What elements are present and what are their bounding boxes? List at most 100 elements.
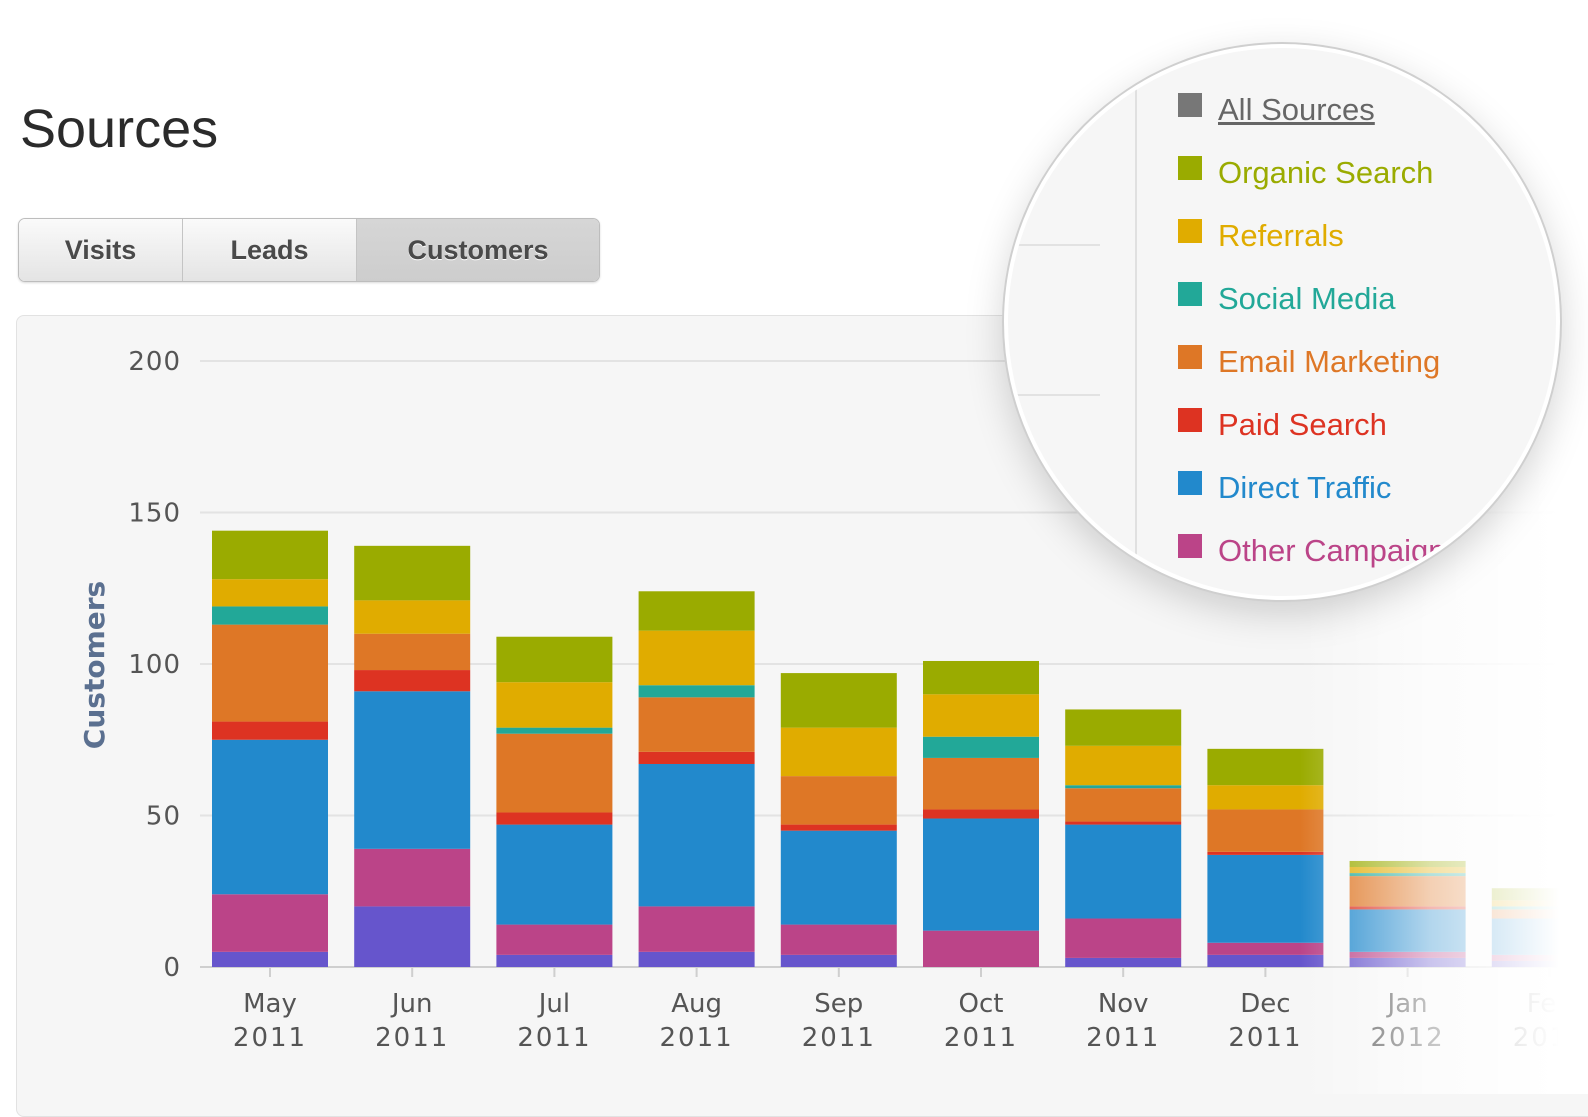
bar-segment[interactable]: [354, 848, 471, 907]
bar-segment[interactable]: [496, 954, 613, 967]
bar-segment[interactable]: [212, 579, 328, 607]
bar-segment[interactable]: [1491, 954, 1588, 961]
bar-segment[interactable]: [1207, 748, 1324, 786]
bar-segment[interactable]: [780, 824, 897, 831]
bar-segment[interactable]: [1065, 745, 1182, 786]
legend-item[interactable]: Referrals: [1178, 204, 1445, 267]
bar-segment[interactable]: [354, 545, 471, 601]
legend-swatch: [1178, 281, 1202, 306]
legend-item[interactable]: Direct Traffic: [1178, 456, 1445, 519]
bar-segment[interactable]: [780, 727, 897, 777]
bar-segment[interactable]: [1207, 854, 1324, 943]
bar-segment[interactable]: [1349, 957, 1466, 967]
bar-segment[interactable]: [1207, 785, 1324, 810]
bar-segment[interactable]: [354, 906, 471, 967]
bar-segment[interactable]: [354, 633, 471, 671]
bar-segment[interactable]: [1491, 906, 1588, 910]
bar-segment[interactable]: [638, 763, 755, 907]
bar-segment[interactable]: [780, 830, 897, 925]
bar-segment[interactable]: [496, 812, 613, 825]
tab-customers[interactable]: Customers: [357, 219, 599, 281]
bar-segment[interactable]: [212, 894, 328, 952]
bar-segment[interactable]: [212, 530, 328, 580]
bar-segment[interactable]: [1349, 867, 1466, 874]
bar-stack[interactable]: [780, 673, 897, 967]
bar-segment[interactable]: [780, 924, 897, 955]
bar-segment[interactable]: [923, 809, 1039, 819]
legend-item[interactable]: Paid Search: [1178, 393, 1445, 456]
bar-stack[interactable]: [638, 591, 755, 967]
legend-item[interactable]: Email Marketing: [1178, 330, 1445, 393]
bar-segment[interactable]: [638, 951, 755, 967]
legend-label: Organic Search: [1218, 154, 1434, 190]
legend-item[interactable]: Social Media: [1178, 267, 1445, 330]
bar-segment[interactable]: [638, 751, 755, 764]
bar-segment[interactable]: [212, 951, 328, 967]
bar-segment[interactable]: [923, 660, 1039, 695]
bar-segment[interactable]: [1065, 788, 1182, 822]
bar-segment[interactable]: [496, 636, 613, 683]
bar-segment[interactable]: [354, 691, 471, 849]
bar-segment[interactable]: [1207, 942, 1324, 955]
bar-segment[interactable]: [212, 606, 328, 625]
bar-segment[interactable]: [1349, 906, 1466, 910]
bar-segment[interactable]: [1207, 809, 1324, 852]
bar-segment[interactable]: [923, 736, 1039, 758]
bar-segment[interactable]: [638, 697, 755, 752]
bar-segment[interactable]: [1491, 960, 1588, 967]
bar-segment[interactable]: [1065, 821, 1182, 825]
bar-segment[interactable]: [354, 670, 471, 692]
x-tick-year: 2011: [1228, 1023, 1302, 1053]
bar-segment[interactable]: [1491, 918, 1588, 955]
bar-segment[interactable]: [212, 721, 328, 740]
bar-segment[interactable]: [780, 954, 897, 967]
bar-segment[interactable]: [1349, 909, 1466, 952]
bar-segment[interactable]: [780, 776, 897, 825]
bar-stack[interactable]: [923, 660, 1039, 967]
bar-segment[interactable]: [1349, 873, 1466, 877]
bar-segment[interactable]: [1207, 954, 1324, 967]
bar-segment[interactable]: [638, 630, 755, 686]
bar-segment[interactable]: [1491, 900, 1588, 907]
bar-segment[interactable]: [1491, 888, 1588, 901]
bar-segment[interactable]: [496, 924, 613, 955]
bar-segment[interactable]: [1349, 876, 1466, 907]
bar-segment[interactable]: [496, 824, 613, 925]
bar-stack[interactable]: [354, 545, 471, 967]
bar-segment[interactable]: [923, 694, 1039, 737]
bar-segment[interactable]: [354, 600, 471, 634]
bar-segment[interactable]: [923, 757, 1039, 810]
bar-stack[interactable]: [496, 636, 613, 967]
bar-segment[interactable]: [1065, 824, 1182, 919]
bar-segment[interactable]: [923, 818, 1039, 931]
legend-item[interactable]: Organic Search: [1178, 141, 1445, 204]
bar-segment[interactable]: [496, 727, 613, 734]
bar-segment[interactable]: [1349, 860, 1466, 868]
bar-segment[interactable]: [638, 906, 755, 952]
bar-segment[interactable]: [1491, 909, 1588, 919]
bar-segment[interactable]: [780, 673, 897, 728]
bar-segment[interactable]: [496, 682, 613, 728]
legend-item[interactable]: Other Campaign: [1178, 519, 1445, 582]
bar-segment[interactable]: [1065, 785, 1182, 789]
bar-stack[interactable]: [1491, 888, 1588, 967]
bar-segment[interactable]: [496, 733, 613, 813]
bar-segment[interactable]: [923, 930, 1039, 967]
bar-segment[interactable]: [638, 685, 755, 698]
bar-stack[interactable]: [1349, 860, 1466, 967]
bar-segment[interactable]: [638, 591, 755, 631]
bar-stack[interactable]: [1065, 709, 1182, 967]
bar-segment[interactable]: [1065, 957, 1182, 967]
bar-segment[interactable]: [212, 739, 328, 895]
bar-segment[interactable]: [1349, 951, 1466, 958]
bar-stack[interactable]: [1207, 748, 1324, 967]
bar-segment[interactable]: [1065, 918, 1182, 958]
bar-segment[interactable]: [212, 624, 328, 722]
bar-segment[interactable]: [1065, 709, 1182, 746]
tab-leads[interactable]: Leads: [183, 219, 357, 281]
legend-item[interactable]: All Sources: [1178, 78, 1445, 141]
tab-visits[interactable]: Visits: [19, 219, 183, 281]
bar-segment[interactable]: [1207, 851, 1324, 855]
legend-swatch: [1178, 218, 1202, 243]
bar-stack[interactable]: [212, 530, 328, 967]
